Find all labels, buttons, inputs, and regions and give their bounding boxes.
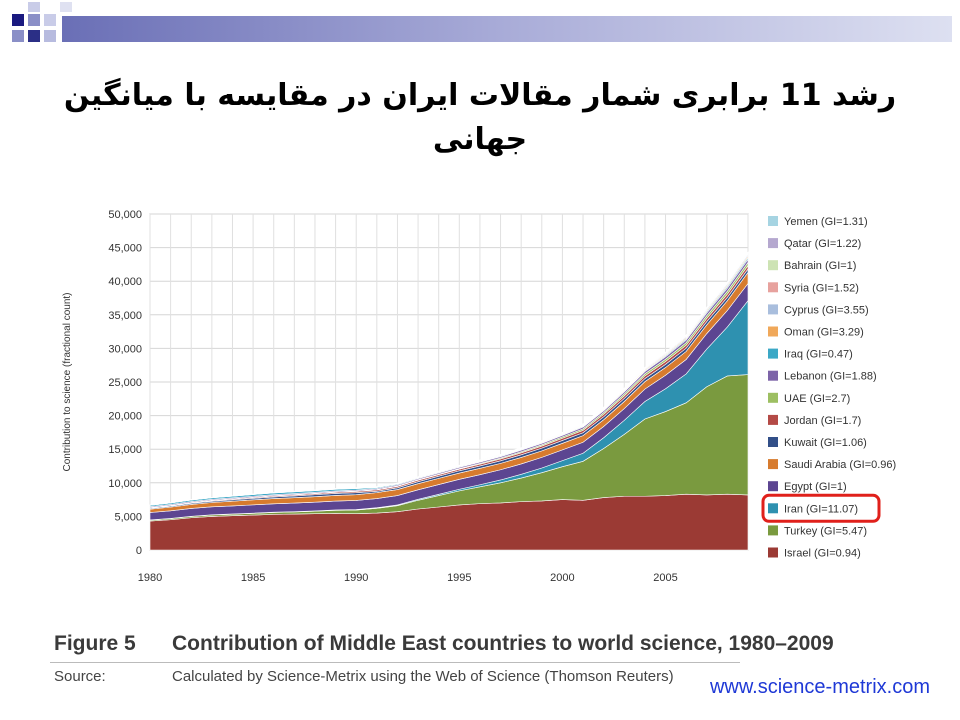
legend-swatch (768, 216, 778, 226)
deco-square (12, 30, 24, 42)
legend-swatch (768, 370, 778, 381)
header-bar (62, 16, 952, 42)
legend-label: Iran (GI=11.07) (784, 503, 858, 515)
legend-label: Kuwait (GI=1.06) (784, 437, 867, 449)
x-tick-label: 1990 (344, 572, 368, 584)
legend-label: Turkey (GI=5.47) (784, 525, 867, 537)
deco-square (60, 2, 72, 12)
x-tick-label: 1995 (447, 572, 471, 584)
legend-label: Jordan (GI=1.7) (784, 415, 861, 427)
deco-square (44, 30, 56, 42)
area-series-yemen (149, 251, 749, 506)
y-tick-label: 35,000 (108, 310, 142, 322)
y-tick-label: 15,000 (108, 444, 142, 456)
legend-label: Qatar (GI=1.22) (784, 238, 861, 250)
y-tick-label: 25,000 (108, 377, 142, 389)
slide-title: رشد 11 برابری شمار مقالات ایران در مقایس… (63, 78, 897, 157)
legend-label: Lebanon (GI=1.88) (784, 371, 877, 383)
legend-swatch (768, 525, 778, 536)
legend-label: Israel (GI=0.94) (784, 548, 861, 560)
y-tick-label: 10,000 (108, 478, 142, 490)
legend-label: Iraq (GI=0.47) (784, 349, 853, 361)
website-url[interactable]: www.science-metrix.com (709, 676, 930, 698)
legend-label: Syria (GI=1.52) (784, 282, 859, 294)
iran-highlight-box (761, 493, 881, 523)
legend-swatch (768, 437, 778, 447)
legend-swatch (768, 282, 778, 293)
legend-swatch (768, 459, 778, 470)
source-text: Calculated by Science-Metrix using the W… (172, 668, 674, 685)
y-tick-label: 40,000 (108, 276, 142, 288)
deco-square (28, 30, 40, 42)
y-tick-label: 50,000 (108, 209, 142, 221)
x-tick-label: 1985 (241, 572, 265, 584)
legend-label: Egypt (GI=1) (784, 481, 847, 493)
header-decoration (12, 2, 952, 42)
y-tick-label: 30,000 (108, 343, 142, 355)
stacked-area-chart: 0 5,000 10,000 15,000 20,000 25,000 30,000 35,0… (62, 209, 896, 584)
deco-square (12, 14, 24, 26)
y-tick-label: 0 (136, 545, 142, 557)
legend-label: Oman (GI=3.29) (784, 327, 864, 339)
deco-square (28, 14, 40, 26)
figure-label: Figure 5 (54, 632, 136, 655)
legend-swatch (768, 238, 778, 249)
y-axis-label: Contribution to science (fractional coun… (62, 293, 73, 472)
legend-swatch (768, 348, 778, 359)
legend-swatch (768, 481, 778, 492)
deco-square (44, 14, 56, 26)
deco-square (28, 2, 40, 12)
legend-label: Bahrain (GI=1) (784, 260, 856, 272)
y-tick-label: 20,000 (108, 411, 142, 423)
legend-swatch (768, 304, 778, 315)
legend-swatch (768, 260, 778, 271)
x-tick-label: 1980 (138, 572, 162, 584)
legend-label: Cyprus (GI=3.55) (784, 304, 869, 316)
x-tick-label: 2005 (653, 572, 677, 584)
legend-swatch (768, 503, 778, 514)
source-label: Source: (54, 668, 106, 685)
legend-swatch (768, 326, 778, 337)
legend-swatch (768, 547, 778, 558)
legend-label: UAE (GI=2.7) (784, 393, 850, 405)
x-tick-label: 2000 (550, 572, 574, 584)
legend-swatch (768, 392, 778, 403)
legend-label: Saudi Arabia (GI=0.96) (784, 459, 896, 471)
y-tick-label: 45,000 (108, 243, 142, 255)
figure-title: Contribution of Middle East countries to… (172, 632, 834, 655)
legend-swatch (768, 414, 778, 425)
y-tick-label: 5,000 (114, 511, 142, 523)
legend-label: Yemen (GI=1.31) (784, 216, 868, 228)
figure-rule (50, 662, 740, 663)
